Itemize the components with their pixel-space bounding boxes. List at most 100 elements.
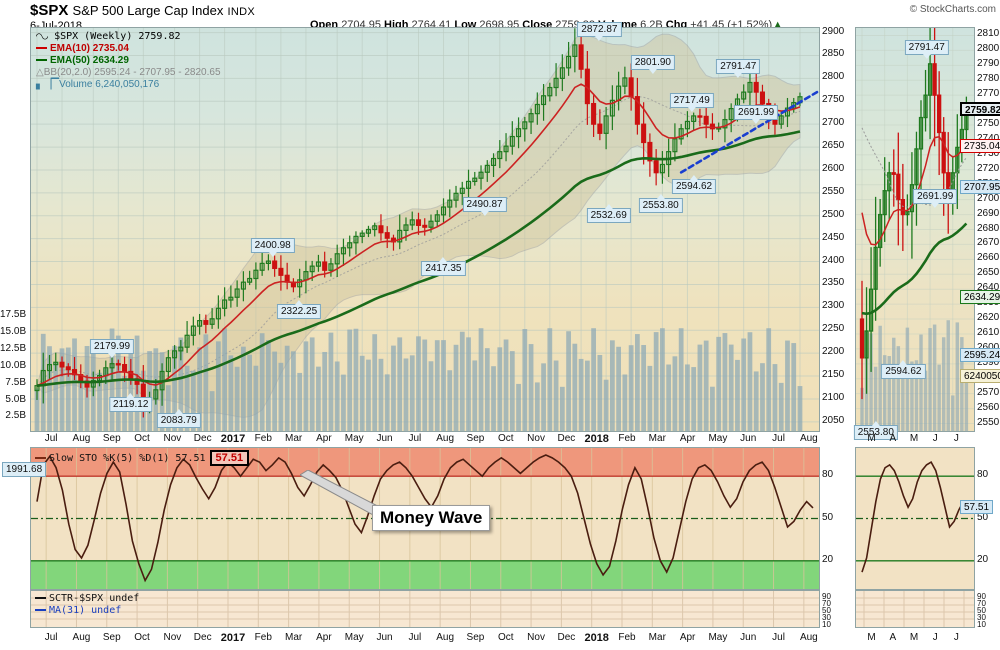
x-tick-dec: Dec	[557, 433, 576, 444]
x-tick-may: May	[708, 632, 728, 643]
mini-price-tick-2600: 2600	[977, 342, 999, 353]
right-value-flag-2707.95: 2707.95	[960, 179, 1000, 194]
x-tick-jun: Jun	[376, 433, 393, 444]
x-tick-jul: Jul	[772, 632, 785, 643]
legend-volume: ▖▕▔Volume 6,240,050,176	[36, 79, 160, 90]
x-tick-may: May	[344, 632, 364, 643]
price-tag-2490.87: 2490.87	[462, 196, 507, 216]
volume-tick-label: 12.5B	[0, 342, 27, 354]
x-tick-dec: Dec	[557, 632, 576, 643]
sctr-panel[interactable]: SCTR-$SPX undef MA(31) undef	[30, 590, 820, 628]
price-tag-2717.49: 2717.49	[669, 93, 714, 113]
candle-icon: ◠◡	[36, 31, 49, 42]
price-tick-label: 2400	[822, 254, 845, 266]
left-edge-price-tag: 1991.68	[2, 462, 47, 477]
price-tag-2322.25: 2322.25	[276, 300, 322, 320]
bollinger-icon: △	[36, 67, 44, 78]
mini-price-tick-2750: 2750	[977, 118, 1000, 130]
mini-price-tick-2720: 2720	[977, 162, 1000, 174]
volume-bars-icon: ▖▕▔	[36, 79, 60, 90]
price-tick-label: 2050	[822, 414, 845, 426]
price-tick-label: 2800	[822, 71, 845, 83]
x-tick-aug: Aug	[799, 632, 818, 643]
stochastic-swatch-icon	[35, 457, 46, 459]
x-tick-nov: Nov	[527, 632, 545, 643]
price-tick-label: 2900	[822, 25, 845, 37]
mini-sctr-panel[interactable]	[855, 590, 975, 628]
volume-tick-label: 7.5B	[5, 376, 26, 388]
right-value-flag-2759.82: 2759.82	[960, 102, 1000, 117]
volume-tick-label: 5.0B	[5, 393, 26, 405]
price-tick-label: 2300	[822, 300, 845, 312]
price-tag-2083.79: 2083.79	[156, 409, 201, 429]
mini-stochastic-tick-20: 20	[977, 553, 989, 565]
x-tick-apr: Apr	[679, 632, 696, 643]
stochastic-tick-20: 20	[822, 553, 834, 565]
volume-tick-label: 17.5B	[0, 309, 27, 321]
x-tick-sep: Sep	[466, 433, 485, 444]
x-tick-jul: Jul	[772, 433, 785, 444]
x-tick-sep: Sep	[466, 632, 485, 643]
price-tick-label: 2200	[822, 346, 845, 358]
sctr-tick-70: 70	[822, 599, 831, 608]
mini-sctr-tick-10: 10	[977, 620, 986, 629]
price-tag-2594.62: 2594.62	[671, 175, 717, 195]
mini-price-tag-2594.62: 2594.62	[881, 359, 926, 379]
x-tick-jul: Jul	[44, 433, 58, 444]
sctr-legend: SCTR-$SPX undef MA(31) undef	[35, 593, 139, 617]
mini-x-tick-A: A	[889, 632, 897, 643]
x-tick-jun: Jun	[740, 433, 757, 444]
stochastic-tick-80: 80	[822, 469, 834, 481]
right-value-flag-2634.29: 2634.29	[960, 289, 1000, 304]
x-tick-oct: Oct	[134, 433, 150, 444]
mini-price-tick-2700: 2700	[977, 192, 1000, 204]
price-tick-label: 2700	[822, 117, 845, 129]
sctr-line-1: SCTR-$SPX undef	[35, 593, 139, 605]
mini-price-tick-2640: 2640	[977, 282, 1000, 294]
stochastic-value-box: 57.51	[209, 450, 250, 466]
price-tag-2553.80: 2553.80	[638, 194, 683, 214]
mini-sctr-tick-50: 50	[977, 606, 986, 615]
price-tag-2532.69: 2532.69	[586, 203, 631, 223]
mini-price-tag-2791.47: 2791.47	[904, 40, 949, 60]
page-title: $SPX S&P 500 Large Cap Index INDX	[30, 2, 255, 19]
price-tick-label: 2250	[822, 323, 845, 335]
x-tick-may: May	[344, 433, 364, 444]
price-tag-2791.47: 2791.47	[716, 59, 761, 79]
symbol-text: $SPX	[30, 2, 69, 19]
x-tick-apr: Apr	[316, 632, 332, 643]
mini-x-tick-M: M	[867, 433, 876, 444]
sctr-line-2: MA(31) undef	[35, 605, 139, 617]
x-tick-oct: Oct	[497, 632, 514, 643]
mini-price-tick-2570: 2570	[977, 386, 1000, 398]
sctr-tick-10: 10	[822, 620, 831, 629]
x-tick-jul: Jul	[408, 632, 422, 643]
x-tick-mar: Mar	[284, 632, 303, 643]
price-tag-2179.99: 2179.99	[89, 339, 135, 359]
volume-tick-label: 2.5B	[5, 410, 26, 422]
mini-stochastic-canvas	[856, 460, 974, 573]
x-tick-jul: Jul	[44, 632, 58, 643]
x-tick-mar: Mar	[648, 433, 666, 444]
x-tick-mar: Mar	[648, 632, 666, 643]
x-tick-2017: 2017	[220, 433, 246, 445]
legend-ema50: EMA(50) 2634.29	[36, 55, 221, 67]
x-tick-nov: Nov	[163, 433, 182, 444]
exchange-text: INDX	[227, 6, 256, 18]
x-tick-sep: Sep	[102, 632, 121, 643]
price-tick-label: 2600	[822, 162, 845, 174]
mini-price-tick-2670: 2670	[977, 237, 1000, 249]
mini-price-tick-2810: 2810	[977, 28, 1000, 40]
mini-stochastic-panel[interactable]	[855, 447, 975, 590]
stochastic-tick-50: 50	[822, 511, 834, 523]
x-tick-aug: Aug	[72, 632, 91, 643]
legend-spx: ◠◡ $SPX (Weekly) 2759.82	[36, 31, 181, 42]
x-tick-may: May	[708, 433, 728, 444]
price-tick-label: 2500	[822, 208, 845, 220]
price-tick-label: 2850	[822, 48, 845, 60]
price-tag-2801.90: 2801.90	[630, 54, 675, 74]
price-tag-2872.87: 2872.87	[577, 22, 622, 41]
price-tag-2400.98: 2400.98	[250, 238, 295, 258]
sctr-tick-90: 90	[822, 592, 831, 601]
x-tick-2017: 2017	[220, 632, 246, 644]
